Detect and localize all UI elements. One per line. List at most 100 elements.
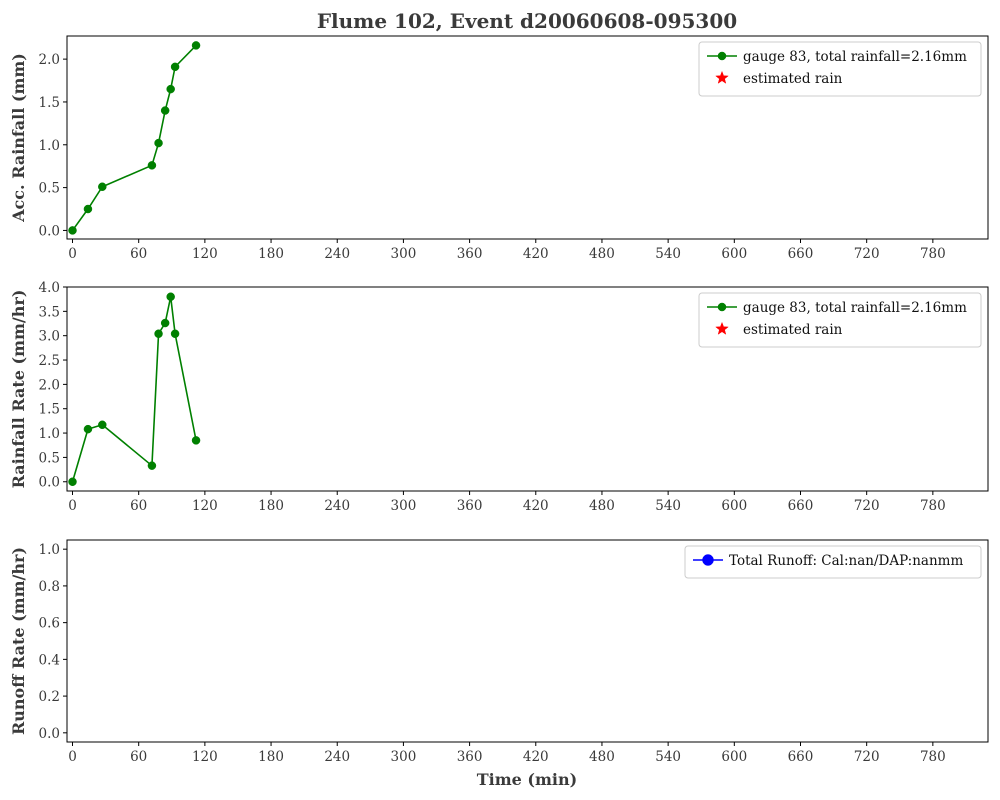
x-tick-label: 780 [920, 498, 946, 514]
y-tick-label: 0.0 [39, 223, 60, 239]
data-point [83, 204, 93, 214]
legend-box [684, 545, 982, 579]
panels: 0 60 120 180 240 300 360 420 480 540 600 660 720 780 0… [9, 35, 989, 765]
x-tick-label: 660 [788, 246, 814, 262]
chart-panel-3: 0 60 120 180 240 300 360 420 480 540 600 660 720 780 0… [9, 539, 989, 765]
x-tick-label: 420 [523, 498, 549, 514]
y-tick-label: 2.5 [39, 353, 60, 369]
x-tick-label: 120 [192, 498, 218, 514]
legend-marker [717, 302, 727, 312]
x-tick-label: 420 [523, 749, 549, 765]
x-tick-label: 360 [457, 749, 483, 765]
x-tick-label: 180 [258, 749, 284, 765]
x-tick-label: 240 [324, 498, 350, 514]
legend-marker [715, 70, 729, 84]
y-tick-label: 0.2 [39, 689, 60, 705]
legend-box [698, 292, 982, 348]
x-tick-label: 540 [655, 749, 681, 765]
y-tick-label: 0.4 [39, 652, 60, 668]
y-tick-label: 2.0 [39, 52, 60, 68]
series-line-1 [71, 296, 197, 482]
x-tick-label: 360 [457, 246, 483, 262]
x-tick-label: 480 [589, 749, 615, 765]
data-point [166, 84, 175, 94]
chart-panel-1: 0 60 120 180 240 300 360 420 480 540 600 660 720 780 0… [9, 35, 989, 262]
y-tick-label: 0.5 [39, 450, 60, 466]
x-tick-label: 780 [920, 246, 946, 262]
x-tick-label: 480 [589, 246, 615, 262]
y-axis-label: Rainfall Rate (mm/hr) [9, 290, 28, 489]
x-tick-label: 480 [589, 498, 615, 514]
x-tick-label: 240 [324, 749, 350, 765]
x-tick-label: 300 [391, 246, 417, 262]
y-tick-label: 2.0 [39, 377, 60, 393]
data-point [170, 329, 180, 338]
legend: Total Runoff: Cal:nan/DAP:nanmm [684, 545, 982, 579]
y-tick-label: 1.5 [39, 402, 60, 418]
data-point [154, 138, 163, 148]
x-tick-label: 360 [457, 498, 483, 514]
x-tick-label: 600 [721, 246, 747, 262]
y-tick-label: 3.5 [39, 304, 60, 320]
x-tick-label: 660 [788, 498, 814, 514]
y-tick-label: 0.0 [39, 475, 60, 491]
x-tick-label: 180 [258, 246, 284, 262]
y-tick-label: 4.0 [39, 280, 60, 296]
x-tick-label: 720 [854, 498, 880, 514]
x-tick-label: 540 [655, 246, 681, 262]
x-tick-label: 660 [788, 749, 814, 765]
series-line-1 [71, 44, 197, 231]
plot-frame [66, 539, 989, 743]
data-point [68, 226, 77, 235]
x-tick-label: 0 [68, 246, 77, 262]
x-tick-label: 420 [523, 246, 549, 262]
data-point [147, 461, 157, 470]
x-tick-label: 0 [68, 749, 77, 765]
legend: gauge 83, total rainfall=2.16mm estimated… [698, 41, 982, 97]
data-point [160, 106, 170, 115]
legend-entry-label: gauge 83, total rainfall=2.16mm [743, 49, 967, 65]
data-point [98, 182, 107, 192]
y-tick-label: 1.0 [39, 426, 60, 442]
data-point [191, 41, 201, 50]
legend-entry-label: estimated rain [743, 71, 843, 87]
x-tick-label: 300 [391, 749, 417, 765]
y-tick-label: 0.5 [39, 181, 60, 197]
data-point [170, 62, 180, 72]
data-point [160, 318, 170, 328]
y-axis-label: Runoff Rate (mm/hr) [9, 547, 28, 735]
plot-frame [66, 35, 989, 240]
x-tick-label: 180 [258, 498, 284, 514]
data-point [68, 477, 77, 486]
data-point [147, 161, 157, 170]
y-tick-label: 1.0 [39, 542, 60, 558]
x-tick-label: 60 [130, 749, 147, 765]
y-tick-label: 3.0 [39, 329, 60, 345]
legend-box [698, 41, 982, 97]
y-tick-label: 0.8 [39, 579, 60, 595]
x-tick-label: 120 [192, 749, 218, 765]
y-axis-label: Acc. Rainfall (mm) [9, 53, 28, 223]
x-tick-label: 720 [854, 749, 880, 765]
data-point [166, 292, 175, 301]
legend-marker [715, 321, 729, 335]
legend-marker [717, 51, 727, 61]
x-tick-label: 120 [192, 246, 218, 262]
y-tick-label: 0.0 [39, 726, 60, 742]
x-tick-label: 720 [854, 246, 880, 262]
x-tick-label: 540 [655, 498, 681, 514]
data-point [83, 424, 93, 434]
y-tick-label: 1.5 [39, 95, 60, 111]
legend-marker [702, 554, 714, 566]
x-tick-label: 0 [68, 498, 77, 514]
legend: gauge 83, total rainfall=2.16mm estimated… [698, 292, 982, 348]
x-tick-label: 600 [721, 749, 747, 765]
y-tick-label: 1.0 [39, 138, 60, 154]
y-tick-label: 0.6 [39, 616, 60, 632]
x-tick-label: 780 [920, 749, 946, 765]
legend-entry-label: Total Runoff: Cal:nan/DAP:nanmm [729, 553, 963, 569]
x-axis-label: Time (min) [477, 770, 577, 789]
x-tick-label: 300 [391, 498, 417, 514]
figure-title: Flume 102, Event d20060608-095300 [317, 9, 737, 33]
